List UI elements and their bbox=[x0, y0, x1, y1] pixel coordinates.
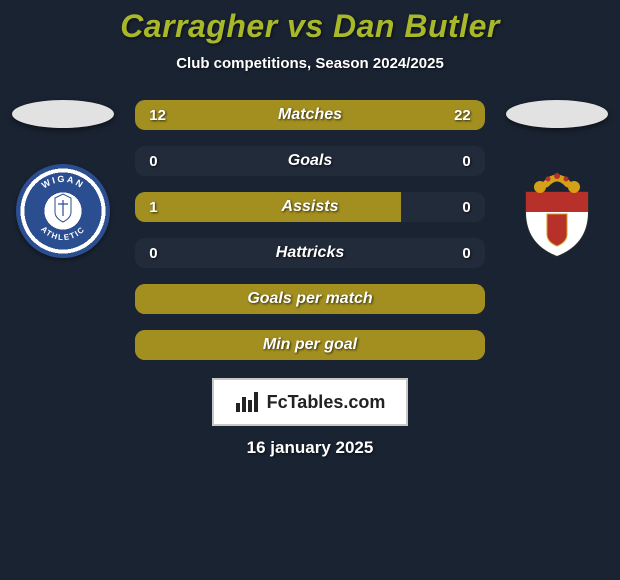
stat-label: Hattricks bbox=[276, 244, 344, 262]
stevenage-crest-svg bbox=[512, 164, 602, 258]
player-left-club-crest: WIGAN ATHLETIC bbox=[16, 164, 110, 258]
wigan-crest-svg: WIGAN ATHLETIC bbox=[16, 164, 110, 258]
stat-row: Min per goal bbox=[135, 330, 485, 360]
stat-value-left: 0 bbox=[149, 245, 157, 262]
player-right-club-crest bbox=[510, 164, 604, 258]
stat-label: Goals per match bbox=[247, 290, 372, 308]
stat-row: 0 Goals 0 bbox=[135, 146, 485, 176]
stat-label: Assists bbox=[282, 198, 339, 216]
stat-label: Matches bbox=[278, 106, 342, 124]
player-right-column bbox=[503, 100, 612, 258]
snapshot-date: 16 january 2025 bbox=[0, 438, 620, 458]
player-left-column: WIGAN ATHLETIC bbox=[8, 100, 117, 258]
stevenage-crest-icon bbox=[512, 164, 602, 258]
stat-label: Goals bbox=[288, 152, 332, 170]
comparison-body: WIGAN ATHLETIC 12 Matches 22 0 Goals 0 1 Assist… bbox=[0, 100, 620, 360]
stat-value-right: 0 bbox=[462, 199, 470, 216]
stat-label: Min per goal bbox=[263, 336, 357, 354]
stat-value-left: 1 bbox=[149, 199, 157, 216]
wigan-crest-icon: WIGAN ATHLETIC bbox=[16, 164, 110, 258]
bars-icon bbox=[235, 391, 261, 413]
stat-value-left: 0 bbox=[149, 153, 157, 170]
stat-value-right: 0 bbox=[462, 245, 470, 262]
player-right-avatar-placeholder bbox=[506, 100, 608, 128]
page-title: Carragher vs Dan Butler bbox=[0, 8, 620, 45]
svg-text:ATHLETIC: ATHLETIC bbox=[39, 225, 87, 243]
brand-attribution[interactable]: FcTables.com bbox=[212, 378, 408, 426]
subtitle: Club competitions, Season 2024/2025 bbox=[0, 55, 620, 72]
stat-fill-left bbox=[135, 192, 401, 222]
stat-value-right: 22 bbox=[454, 107, 471, 124]
stat-bars: 12 Matches 22 0 Goals 0 1 Assists 0 0 Hattricks 0 Go… bbox=[135, 100, 485, 360]
stat-row: Goals per match bbox=[135, 284, 485, 314]
stat-row: 0 Hattricks 0 bbox=[135, 238, 485, 268]
comparison-card: Carragher vs Dan Butler Club competition… bbox=[0, 0, 620, 458]
player-left-avatar-placeholder bbox=[12, 100, 114, 128]
stat-row: 1 Assists 0 bbox=[135, 192, 485, 222]
stat-row: 12 Matches 22 bbox=[135, 100, 485, 130]
svg-text:WIGAN: WIGAN bbox=[39, 174, 85, 191]
stat-value-right: 0 bbox=[462, 153, 470, 170]
stat-value-left: 12 bbox=[149, 107, 166, 124]
brand-name: FcTables.com bbox=[267, 392, 386, 413]
